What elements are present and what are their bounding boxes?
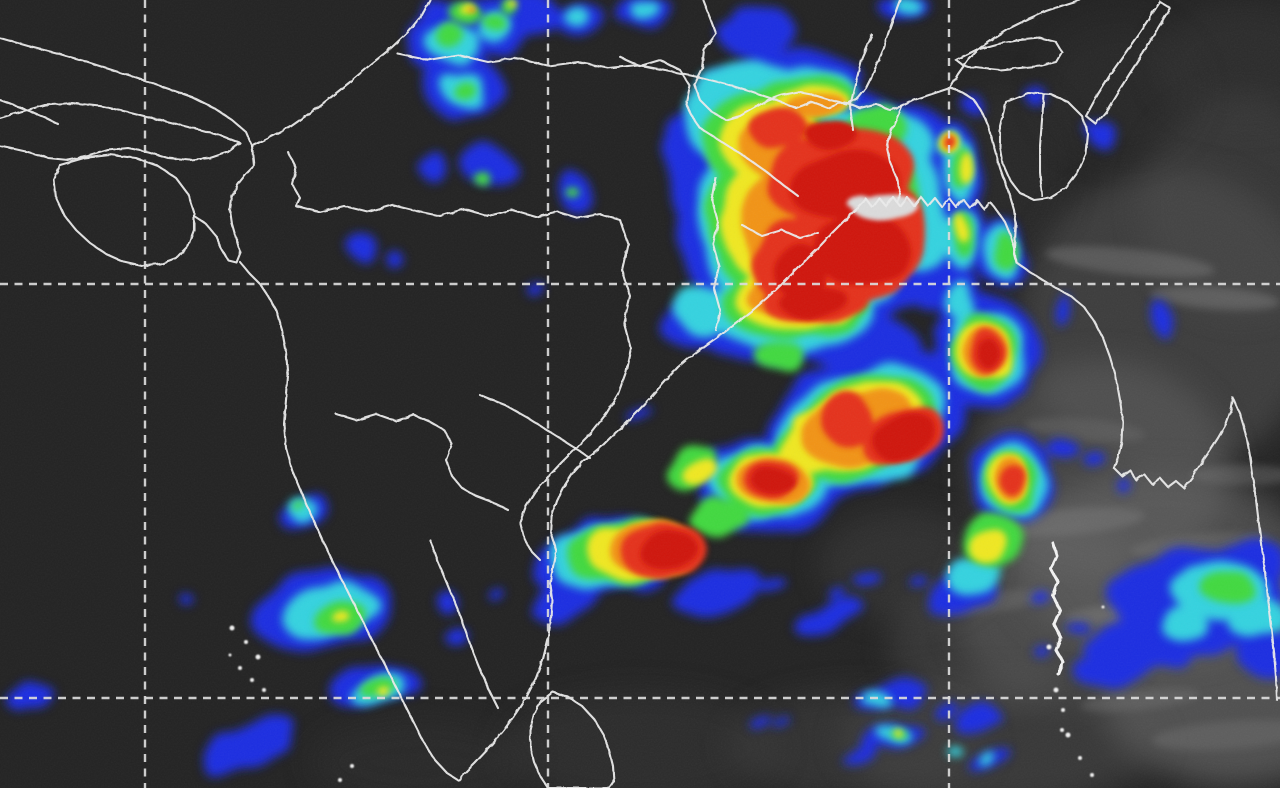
satellite-map-canvas xyxy=(0,0,1280,788)
satellite-weather-map xyxy=(0,0,1280,788)
film-grain-overlay xyxy=(0,0,1280,788)
